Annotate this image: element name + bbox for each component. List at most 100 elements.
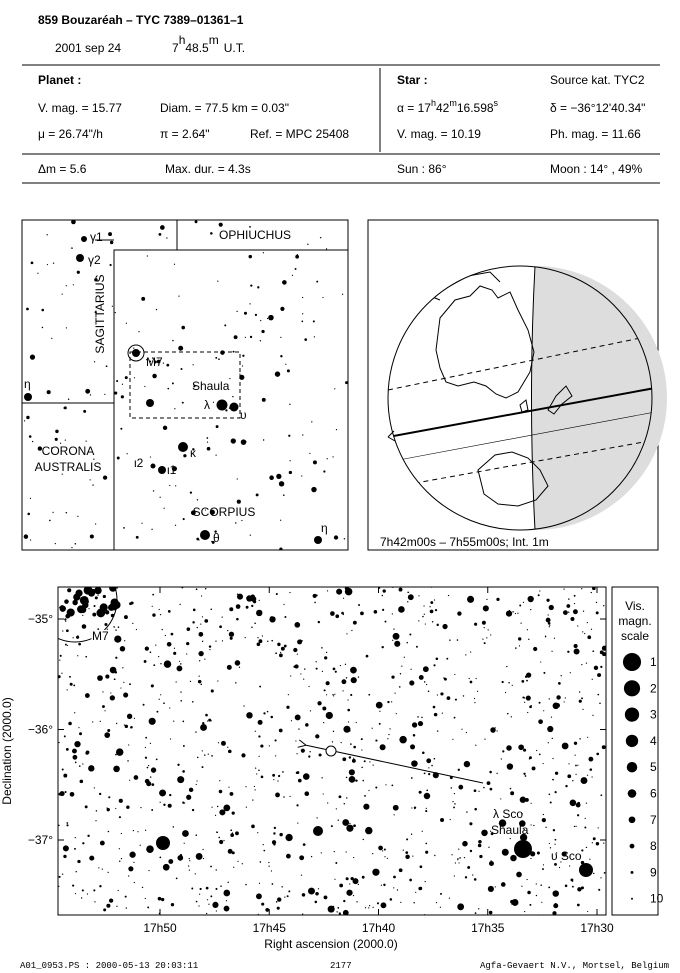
star — [55, 429, 59, 434]
antarctica — [477, 451, 549, 507]
star — [357, 676, 360, 678]
star — [309, 751, 311, 753]
star — [581, 697, 583, 700]
star — [433, 664, 436, 667]
star — [217, 680, 219, 682]
globe-caption: 7h42m00s – 7h55m00s; Int. 1m — [380, 535, 549, 549]
star — [585, 846, 588, 849]
star — [315, 734, 320, 739]
star — [262, 844, 264, 846]
star — [78, 642, 81, 646]
time-part: 7 — [172, 41, 179, 55]
star — [391, 675, 395, 679]
star — [129, 779, 131, 781]
star — [263, 849, 266, 852]
star — [215, 869, 217, 871]
star — [333, 695, 335, 697]
star — [350, 677, 357, 684]
star — [337, 906, 340, 909]
star — [384, 620, 387, 623]
star — [114, 311, 116, 314]
star — [58, 885, 60, 887]
star — [453, 716, 456, 719]
star — [462, 695, 465, 697]
star — [62, 630, 64, 632]
star — [563, 701, 565, 703]
star — [309, 452, 311, 455]
star — [172, 826, 175, 828]
star — [162, 362, 165, 364]
star — [115, 807, 117, 810]
star — [403, 656, 405, 658]
star — [226, 664, 232, 670]
star — [483, 642, 486, 645]
star — [51, 447, 53, 449]
star — [351, 629, 353, 632]
star — [349, 883, 351, 885]
star — [174, 524, 177, 526]
star — [224, 324, 227, 327]
star — [435, 657, 439, 661]
star — [300, 748, 305, 753]
star — [410, 777, 413, 779]
star-label: ι2 — [134, 456, 144, 470]
star — [600, 877, 602, 879]
star — [229, 607, 234, 612]
x-tick-label: 17h35 — [471, 921, 505, 935]
star — [201, 640, 204, 643]
star — [261, 902, 265, 906]
star — [279, 653, 283, 658]
star — [268, 745, 270, 747]
star — [314, 900, 318, 904]
star — [515, 647, 517, 649]
star — [105, 365, 108, 368]
star — [155, 758, 158, 761]
star — [381, 645, 384, 649]
star — [352, 878, 359, 885]
field: Ref. = MPC 25408 — [250, 127, 349, 141]
star — [382, 608, 385, 611]
star — [584, 817, 586, 819]
star — [29, 497, 32, 499]
star — [300, 874, 303, 876]
x-axis-title: Right ascension (2000.0) — [264, 937, 397, 951]
star — [554, 790, 557, 794]
star — [266, 317, 269, 320]
star — [192, 364, 194, 366]
scale-dot — [627, 789, 637, 798]
star — [172, 339, 174, 342]
star — [307, 243, 309, 246]
star — [426, 758, 432, 764]
star — [275, 652, 277, 655]
star — [145, 736, 148, 739]
star — [183, 454, 187, 458]
star — [210, 689, 214, 693]
star — [549, 847, 552, 849]
star — [111, 305, 113, 307]
star — [349, 730, 351, 732]
star — [379, 710, 381, 712]
field: δ = −36°12'40.34" — [550, 101, 645, 115]
star — [425, 807, 427, 810]
star — [158, 608, 160, 611]
cluster-star — [104, 610, 110, 615]
star — [149, 360, 152, 363]
detail-frame — [57, 586, 607, 916]
y-tick-label: −36° — [28, 723, 53, 737]
star — [113, 626, 115, 628]
star — [278, 774, 281, 778]
star — [69, 675, 71, 678]
star — [286, 895, 289, 898]
star — [132, 349, 140, 357]
star — [553, 903, 559, 909]
star — [592, 837, 596, 841]
scale-dot — [625, 734, 639, 748]
star — [558, 866, 561, 869]
star — [335, 861, 338, 864]
star — [355, 779, 358, 782]
star — [395, 713, 397, 715]
star — [151, 357, 154, 359]
star — [335, 428, 338, 431]
star — [83, 409, 87, 413]
star — [182, 830, 189, 837]
